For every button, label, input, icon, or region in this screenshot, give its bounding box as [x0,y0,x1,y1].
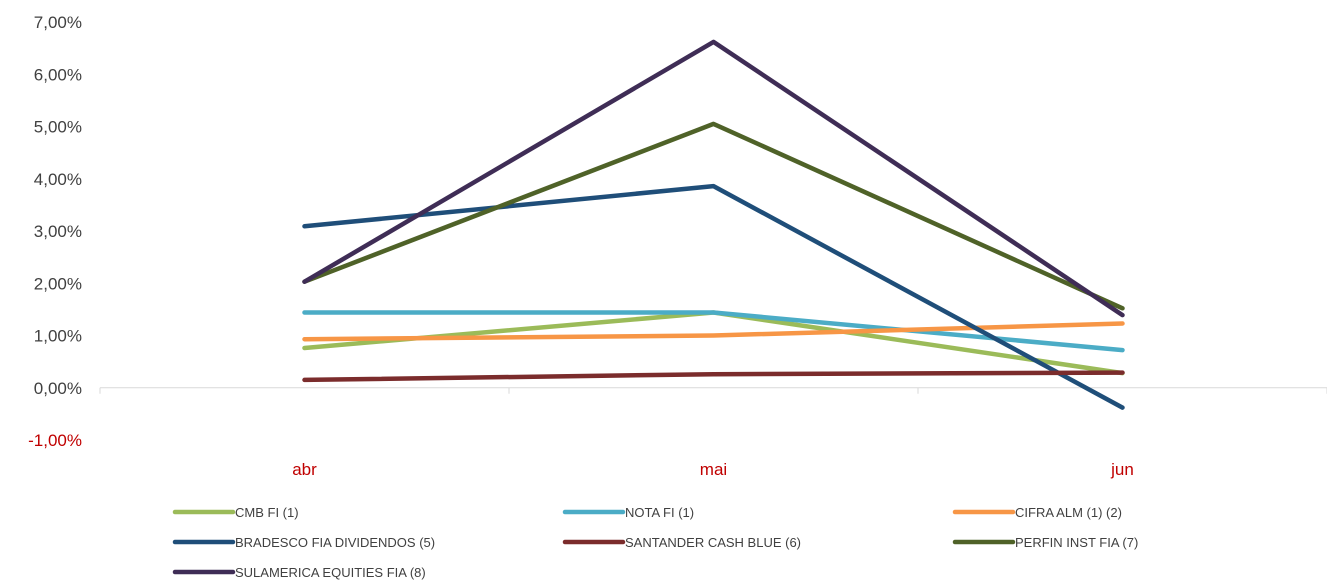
x-tick-label: mai [700,460,727,479]
legend: CMB FI (1) NOTA FI (1) CIFRA ALM (1) (2) BR… [172,505,1138,580]
legend-item: PERFIN INST FIA (7) [952,535,1138,550]
y-tick-label: -1,00% [28,431,82,450]
y-tick-label: 5,00% [34,118,82,137]
series-line [302,39,1125,318]
legend-item: CMB FI (1) [172,505,299,520]
legend-item: CIFRA ALM (1) (2) [952,505,1122,520]
legend-label: CMB FI (1) [235,505,299,520]
y-tick-label: 0,00% [34,379,82,398]
series-lines [302,39,1125,410]
series-line [302,121,1125,311]
legend-label: NOTA FI (1) [625,505,694,520]
x-tick-label: abr [292,460,317,479]
y-tick-label: 3,00% [34,222,82,241]
legend-item: BRADESCO FIA DIVIDENDOS (5) [172,535,435,550]
legend-label: SULAMERICA EQUITIES FIA (8) [235,565,426,580]
series-line [302,183,1125,410]
x-tick-label: jun [1110,460,1134,479]
y-tick-label: 2,00% [34,274,82,293]
series-line [302,310,1125,353]
x-axis-labels: abr mai jun [292,460,1134,479]
y-tick-label: 1,00% [34,327,82,346]
series-line [302,370,1125,383]
legend-item: SULAMERICA EQUITIES FIA (8) [172,565,426,580]
y-axis-labels: -1,00% 0,00% 1,00% 2,00% 3,00% 4,00% 5,00% 6,00… [28,13,82,450]
y-tick-label: 4,00% [34,170,82,189]
legend-item: NOTA FI (1) [562,505,694,520]
legend-label: CIFRA ALM (1) (2) [1015,505,1122,520]
y-tick-label: 6,00% [34,65,82,84]
legend-label: SANTANDER CASH BLUE (6) [625,535,801,550]
x-axis [99,387,1327,394]
y-tick-label: 7,00% [34,13,82,32]
legend-label: PERFIN INST FIA (7) [1015,535,1138,550]
legend-item: SANTANDER CASH BLUE (6) [562,535,801,550]
legend-label: BRADESCO FIA DIVIDENDOS (5) [235,535,435,550]
series-line [302,321,1125,342]
